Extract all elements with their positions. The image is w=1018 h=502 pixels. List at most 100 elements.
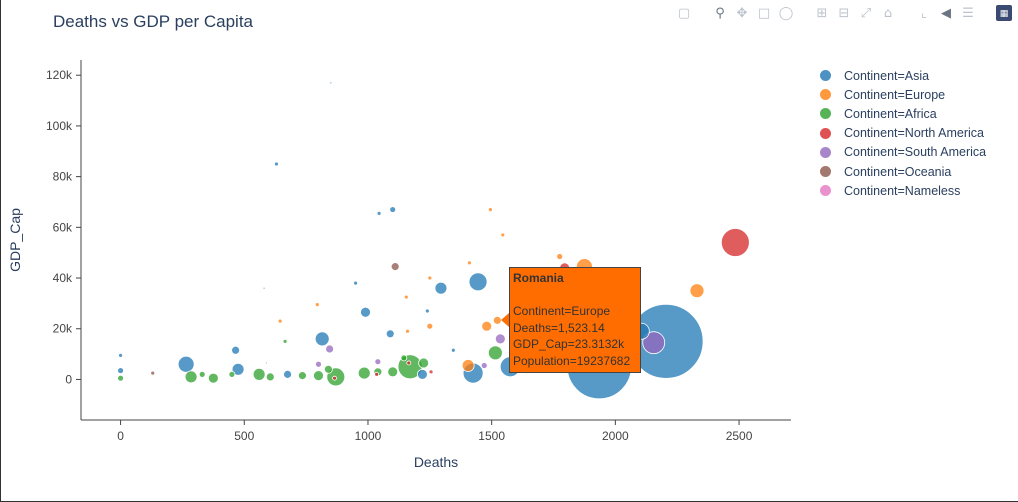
data-point[interactable]: [283, 369, 292, 379]
data-point[interactable]: [150, 370, 156, 376]
data-point[interactable]: [390, 262, 400, 272]
data-point[interactable]: [556, 253, 564, 260]
data-point[interactable]: [389, 206, 397, 213]
data-point[interactable]: [274, 161, 279, 167]
legend-item[interactable]: Continent=Europe: [816, 85, 986, 104]
legend-swatch: [820, 70, 831, 82]
data-point[interactable]: [426, 322, 434, 330]
data-point[interactable]: [262, 286, 266, 290]
data-point[interactable]: [487, 345, 503, 361]
autoscale-icon[interactable]: ⤢: [860, 5, 872, 21]
data-point[interactable]: [480, 362, 488, 369]
data-point[interactable]: [252, 367, 266, 381]
data-point[interactable]: [228, 370, 236, 378]
data-point[interactable]: [117, 374, 124, 382]
data-point[interactable]: [468, 272, 488, 292]
data-point[interactable]: [418, 357, 430, 369]
legend-item[interactable]: Continent=Africa: [816, 104, 986, 123]
data-point[interactable]: [313, 370, 324, 382]
lasso-select-icon[interactable]: ◯: [778, 5, 794, 21]
data-point[interactable]: [720, 228, 750, 257]
modebar: ▢ ⚲ ✥ □ ◯ ⊞ ⊟ ⤢ ⌂ ⌞ ◀ ☰ ▦: [676, 4, 1012, 22]
data-point[interactable]: [406, 360, 412, 366]
legend-item[interactable]: Continent=Asia: [816, 66, 986, 85]
data-point[interactable]: [461, 359, 475, 372]
pan-icon[interactable]: ✥: [736, 5, 748, 21]
data-point[interactable]: [488, 207, 493, 212]
data-point[interactable]: [405, 328, 410, 334]
legend-item[interactable]: Continent=North America: [816, 124, 986, 143]
data-point[interactable]: [277, 318, 283, 324]
data-point[interactable]: [450, 347, 456, 353]
legend: Continent=Asia Continent=Europe Continent=…: [816, 66, 986, 200]
data-point[interactable]: [481, 320, 493, 332]
data-point[interactable]: [427, 275, 433, 281]
data-point[interactable]: [424, 308, 430, 314]
data-point[interactable]: [118, 352, 123, 358]
data-point[interactable]: [434, 281, 448, 295]
data-point[interactable]: [231, 345, 241, 355]
camera-icon[interactable]: ▢: [677, 5, 691, 21]
legend-swatch: [820, 108, 831, 120]
hover-closest-icon[interactable]: ◀: [941, 5, 951, 21]
x-ticks: 0 500 1000 1500 2000 2500: [117, 420, 753, 443]
data-point[interactable]: [231, 362, 245, 376]
zoom-out-icon[interactable]: ⊟: [838, 5, 850, 21]
data-point[interactable]: [323, 364, 333, 374]
data-point[interactable]: [376, 210, 382, 216]
data-point[interactable]: [403, 294, 409, 300]
legend-label: Continent=South America: [844, 145, 987, 160]
zoom-icon[interactable]: ⚲: [715, 5, 725, 21]
data-point[interactable]: [315, 360, 322, 368]
data-point[interactable]: [353, 280, 358, 286]
data-point[interactable]: [332, 375, 337, 381]
spike-lines-icon[interactable]: ⌞: [920, 5, 928, 21]
data-point[interactable]: [282, 339, 288, 344]
tooltip-title: Romania: [513, 271, 564, 285]
box-select-icon[interactable]: □: [757, 5, 771, 21]
data-point[interactable]: [385, 329, 395, 339]
data-point[interactable]: [466, 260, 472, 266]
data-point[interactable]: [207, 372, 219, 384]
data-point[interactable]: [117, 367, 124, 374]
data-point[interactable]: [329, 81, 333, 85]
legend-swatch: [820, 89, 831, 101]
legend-item[interactable]: Continent=Oceania: [816, 162, 986, 181]
data-point[interactable]: [357, 366, 371, 380]
data-point[interactable]: [387, 366, 399, 378]
hover-compare-icon[interactable]: ☰: [962, 5, 974, 21]
reset-axes-icon[interactable]: ⌂: [883, 5, 893, 21]
legend-swatch: [820, 166, 831, 178]
hover-tooltip: Romania Continent=Europe Deaths=1,523.14…: [509, 267, 641, 373]
data-point[interactable]: [198, 370, 206, 378]
data-point[interactable]: [494, 333, 506, 345]
data-point[interactable]: [416, 368, 428, 380]
data-point[interactable]: [400, 354, 408, 362]
y-tick-label: 100k: [46, 119, 73, 133]
zoom-in-icon[interactable]: ⊞: [816, 5, 828, 21]
data-point[interactable]: [184, 370, 198, 384]
data-point[interactable]: [374, 371, 380, 377]
axes: 0 500 1000 1500 2000 2500 0 20k 40k 60k 80k 100k 12…: [7, 60, 791, 470]
data-point[interactable]: [265, 372, 275, 382]
data-point[interactable]: [428, 369, 434, 375]
data-point[interactable]: [642, 331, 666, 355]
y-tick-label: 20k: [53, 322, 73, 336]
data-point[interactable]: [314, 302, 320, 308]
data-point[interactable]: [314, 331, 330, 347]
data-point[interactable]: [360, 306, 371, 318]
data-point[interactable]: [374, 358, 382, 366]
data-point[interactable]: [298, 371, 307, 381]
y-tick-label: 120k: [46, 68, 73, 82]
data-point[interactable]: [500, 232, 506, 238]
legend-item[interactable]: Continent=Nameless: [816, 181, 986, 200]
data-point[interactable]: [265, 361, 268, 365]
legend-item[interactable]: Continent=South America: [816, 143, 986, 162]
data-point[interactable]: [325, 344, 335, 354]
y-tick-label: 40k: [53, 271, 73, 285]
data-point[interactable]: [689, 283, 705, 299]
data-point[interactable]: [177, 355, 195, 373]
plotly-logo-icon[interactable]: ▦: [996, 5, 1012, 21]
data-points[interactable]: [117, 81, 750, 400]
